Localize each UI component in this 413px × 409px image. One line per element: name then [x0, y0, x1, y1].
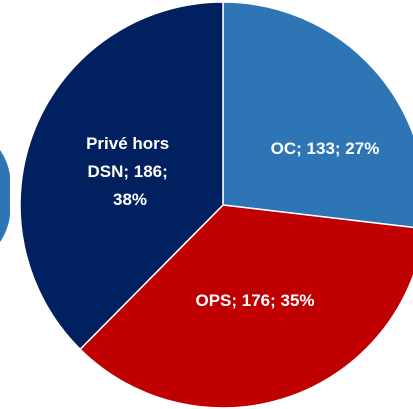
- pie: OC; 133; 27% OPS; 176; 35% Privé hors DSN;…: [19, 1, 413, 409]
- pie-slice: [19, 1, 224, 351]
- data-label: OPS; 176; 35%: [195, 291, 314, 310]
- pie-slice: [79, 204, 413, 409]
- data-label: OC; 133; 27%: [271, 139, 380, 158]
- neighbor-chart-edge: [0, 150, 10, 242]
- pie-slice: [222, 1, 413, 229]
- data-label: Privé hors DSN; 186; 38%: [86, 134, 174, 209]
